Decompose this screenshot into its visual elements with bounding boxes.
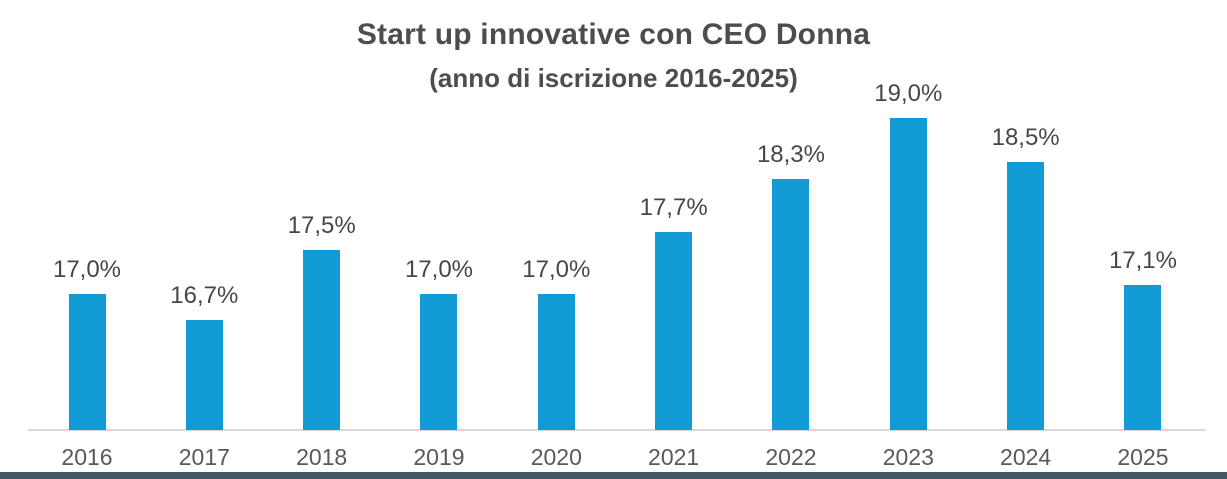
- bar-2025: [1124, 285, 1162, 430]
- x-axis-tick-label: 2020: [530, 444, 582, 470]
- bar-2019: [420, 294, 458, 430]
- x-axis-tick-label: 2024: [1000, 444, 1052, 470]
- x-axis-tick-label: 2019: [413, 444, 465, 470]
- bar-value-label: 16,7%: [170, 282, 239, 309]
- bar-value-label: 17,0%: [52, 256, 122, 283]
- x-axis-tick-label: 2025: [1117, 444, 1169, 470]
- bar-value-label: 17,5%: [287, 212, 356, 239]
- bar-value-label: 17,7%: [639, 194, 708, 221]
- x-axis-tick-label: 2016: [61, 444, 113, 470]
- bar-2023: [889, 118, 927, 430]
- bar-2017: [185, 320, 223, 430]
- bar-value-label: 18,3%: [756, 141, 825, 168]
- x-axis-line: [28, 429, 1205, 431]
- bar-value-label: 19,0%: [874, 80, 943, 107]
- bar-2018: [303, 250, 341, 430]
- x-axis-tick-label: 2017: [178, 444, 230, 470]
- bar-value-label: 18,5%: [991, 124, 1060, 151]
- chart-subtitle: (anno di iscrizione 2016-2025): [429, 63, 798, 93]
- x-axis-tick-label: 2021: [648, 444, 700, 470]
- bar-value-label: 17,1%: [1108, 247, 1177, 274]
- footer-strip: [0, 472, 1227, 479]
- bar-2020: [537, 294, 575, 430]
- chart-title: Start up innovative con CEO Donna: [356, 18, 871, 51]
- bar-value-label: 17,0%: [404, 256, 474, 283]
- bar-2024: [1007, 162, 1045, 430]
- bar-2021: [655, 232, 693, 430]
- bar-value-label: 17,0%: [522, 256, 591, 283]
- x-axis-tick-label: 2018: [296, 444, 348, 470]
- x-axis-tick-label: 2022: [765, 444, 817, 470]
- bar-2016: [68, 294, 106, 430]
- bar-2022: [772, 179, 810, 430]
- x-axis-tick-label: 2023: [882, 444, 934, 470]
